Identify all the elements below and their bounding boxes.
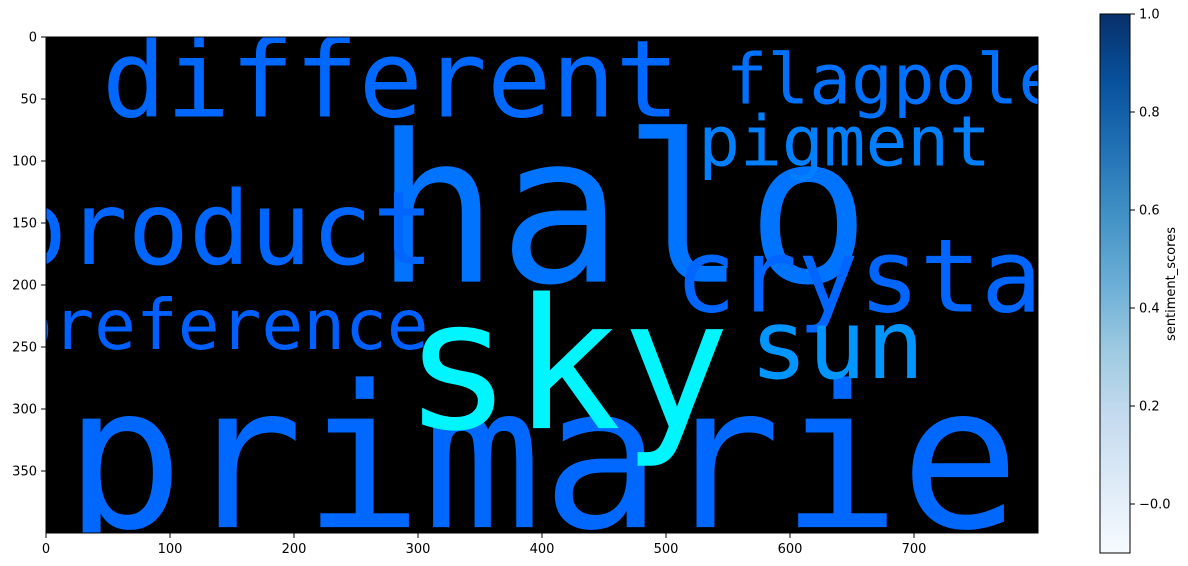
word-pigment: pigment [698,102,991,182]
y-tick-label: 100 [12,155,37,170]
y-tick-label: 350 [12,465,37,480]
colorbar-tick-label: 1.0 [1139,8,1160,23]
y-tick-label: 200 [12,279,37,294]
x-tick-label: 600 [778,542,803,557]
colorbar-gradient [1099,13,1131,554]
colorbar-tick-label: 0.6 [1139,204,1160,219]
colorbar-tick-label: 0.2 [1139,400,1160,415]
y-tick-label: 50 [20,93,37,108]
x-tick-label: 700 [902,542,927,557]
word-different: different [102,18,680,142]
plot-background [46,37,1038,533]
y-tick-label: 300 [12,403,37,418]
y-tick-label: 150 [12,217,37,232]
y-tick-label: 250 [12,341,37,356]
word-primarie: primarie [64,343,1020,566]
word-product: product [5,170,433,288]
colorbar: −0.0 0.2 0.4 0.6 0.8 1.0 sentiment_scores [1099,8,1179,554]
x-tick-label: 400 [530,542,555,557]
colorbar-tick-label: 0.4 [1139,302,1160,317]
colorbar-ticks: −0.0 0.2 0.4 0.6 0.8 1.0 [1130,8,1171,513]
y-tick-label: 0 [29,31,37,46]
word-sun: sun [750,288,925,401]
x-axis-ticks: 0 100 200 300 400 500 600 700 [42,533,927,557]
x-tick-label: 0 [42,542,50,557]
x-tick-label: 200 [282,542,307,557]
word-flagpole: flagpole [726,40,1060,120]
x-tick-label: 100 [158,542,183,557]
word-crystal: crystal [675,217,1103,335]
word-halo: halo [375,91,871,331]
word-preference: preference [11,286,429,366]
colorbar-tick-label: −0.0 [1139,498,1171,513]
x-tick-label: 300 [406,542,431,557]
word-sky: sky [403,260,730,471]
y-axis-ticks: 0 50 100 150 200 250 300 350 [12,31,46,480]
x-tick-label: 500 [654,542,679,557]
colorbar-tick-label: 0.8 [1139,106,1160,121]
colorbar-label: sentiment_scores [1164,227,1179,341]
